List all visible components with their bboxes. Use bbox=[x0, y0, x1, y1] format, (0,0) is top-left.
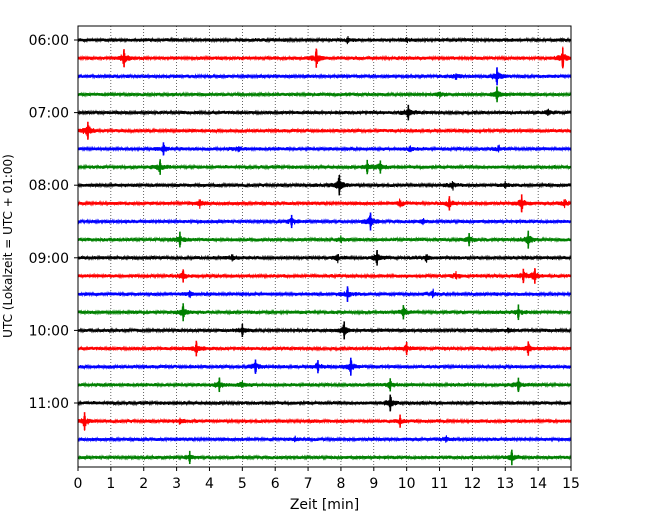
x-tick-label: 6 bbox=[271, 476, 280, 492]
trace-line bbox=[77, 86, 572, 101]
trace-line bbox=[77, 268, 572, 283]
trace bbox=[77, 46, 572, 69]
trace-line bbox=[77, 342, 572, 356]
trace-line bbox=[77, 107, 572, 119]
trace-line bbox=[77, 377, 572, 392]
trace-line bbox=[77, 144, 572, 155]
trace-line bbox=[77, 36, 572, 45]
x-tick-label: 5 bbox=[238, 476, 247, 492]
trace bbox=[77, 449, 572, 466]
x-tick-label: 0 bbox=[74, 476, 83, 492]
x-tick-label: 13 bbox=[496, 476, 514, 492]
x-axis-label: Zeit [min] bbox=[290, 497, 359, 513]
trace-line bbox=[77, 359, 572, 376]
trace bbox=[77, 212, 572, 231]
trace bbox=[77, 86, 572, 103]
seismogram-traces bbox=[77, 36, 572, 466]
trace bbox=[77, 268, 572, 284]
x-tick-label: 4 bbox=[205, 476, 214, 492]
trace-line bbox=[77, 305, 572, 320]
trace-line bbox=[77, 46, 572, 68]
trace-line bbox=[77, 415, 572, 431]
x-tick-label: 9 bbox=[369, 476, 378, 492]
trace bbox=[77, 377, 572, 393]
trace-line bbox=[77, 231, 572, 246]
trace bbox=[77, 121, 572, 140]
x-tick-label: 2 bbox=[139, 476, 148, 492]
trace bbox=[77, 104, 572, 121]
trace-line bbox=[77, 451, 572, 463]
trace-line bbox=[77, 322, 572, 336]
x-tick-label: 3 bbox=[172, 476, 181, 492]
trace bbox=[77, 303, 572, 322]
trace bbox=[77, 286, 572, 302]
x-tick-label: 10 bbox=[398, 476, 416, 492]
x-axis: 0 1 2 3 4 5 6 7 8 9 10 11 12 13 14 15 bbox=[74, 467, 580, 492]
x-tick-label: 15 bbox=[562, 476, 580, 492]
trace-line bbox=[77, 196, 572, 213]
y-tick-label: 10:00 bbox=[29, 323, 69, 339]
x-tick-label: 11 bbox=[431, 476, 449, 492]
y-axis-label: UTC (Lokalzeit = UTC + 01:00) bbox=[1, 154, 15, 338]
trace bbox=[77, 159, 572, 175]
trace bbox=[77, 142, 572, 156]
trace bbox=[77, 174, 572, 196]
trace-line bbox=[77, 159, 572, 173]
trace bbox=[77, 340, 572, 357]
trace bbox=[77, 36, 572, 45]
y-tick-label: 09:00 bbox=[29, 251, 69, 267]
trace-line bbox=[77, 67, 572, 84]
x-tick-label: 8 bbox=[336, 476, 345, 492]
trace bbox=[77, 412, 572, 431]
y-tick-label: 06:00 bbox=[29, 33, 69, 49]
plot-frame bbox=[77, 25, 572, 468]
y-tick-label: 07:00 bbox=[29, 106, 69, 122]
x-tick-label: 14 bbox=[529, 476, 547, 492]
trace bbox=[77, 230, 572, 249]
trace-line bbox=[77, 251, 572, 264]
x-tick-label: 12 bbox=[463, 476, 481, 492]
trace-line bbox=[77, 435, 572, 443]
y-tick-label: 11:00 bbox=[29, 396, 69, 412]
trace bbox=[77, 194, 572, 213]
trace-line bbox=[77, 395, 572, 411]
trace-line bbox=[77, 174, 572, 194]
trace bbox=[77, 67, 572, 86]
trace bbox=[77, 435, 572, 443]
y-axis: 06:00 07:00 08:00 09:00 10:00 11:00 bbox=[29, 33, 78, 412]
trace-line bbox=[77, 214, 572, 228]
trace bbox=[77, 250, 572, 266]
trace-line bbox=[77, 124, 572, 139]
y-tick-label: 08:00 bbox=[29, 178, 69, 194]
x-tick-label: 1 bbox=[106, 476, 115, 492]
trace bbox=[77, 394, 572, 412]
trace-line bbox=[77, 287, 572, 302]
vertical-grid bbox=[110, 26, 539, 467]
trace bbox=[77, 357, 572, 376]
trace bbox=[77, 321, 572, 340]
x-tick-label: 7 bbox=[304, 476, 313, 492]
